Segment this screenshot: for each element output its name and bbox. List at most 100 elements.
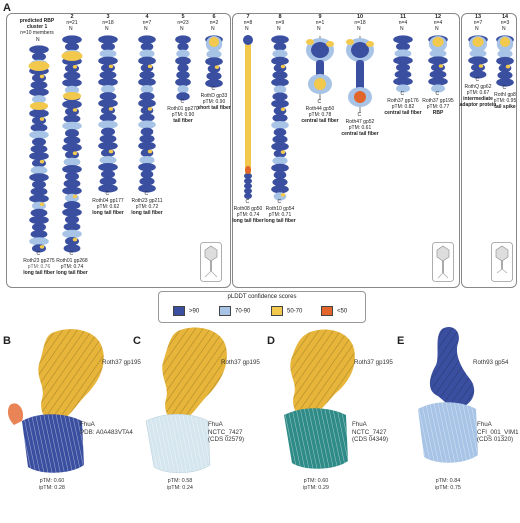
column-info-2: Roth01 gp268 pTM: 0.74 long tail fiber <box>50 258 94 276</box>
protein-name: Roth08 gp50 <box>233 206 263 212</box>
panel-b-protein: FhuA <box>80 421 95 428</box>
protein-name: Roth44 gp50 <box>305 106 335 112</box>
n-terminus-label: N <box>317 26 321 32</box>
panel-c-ptm: pTM: 0.58 <box>167 478 193 484</box>
protein-name: RothI gp8 <box>494 92 516 98</box>
column-number: 14 <box>501 14 509 20</box>
swatch-very-low <box>321 306 333 316</box>
n-terminus-label: N <box>357 26 361 32</box>
protein-description: long tail fiber <box>92 210 124 216</box>
panel-d-scores: pTM: 0.60 ipTM: 0.29 <box>286 478 346 492</box>
panel-b-bottom-label: FhuA PDB: A0A483VTA4 <box>80 421 133 436</box>
ptm-score: pTM: 0.90 <box>202 99 226 105</box>
protein-description: RBP <box>432 110 444 116</box>
protein-description: central tail fiber <box>384 110 422 116</box>
column-member-count: n=4 <box>398 20 408 26</box>
protein-name: Roth04 gp177 <box>92 198 124 204</box>
protein-name: Roth23 gp211 <box>131 198 163 204</box>
structure-8 <box>271 35 289 201</box>
column-header-10: 10 n=18 <box>340 14 380 26</box>
protein-name: Roth10 gp54 <box>265 206 295 212</box>
protein-name: Roth01 gp268 <box>56 258 88 264</box>
panel-a-group-2-box <box>232 13 460 288</box>
column-header-7: 7 n=8 <box>228 14 268 26</box>
panel-d-bottom-label: FhuA NCTC_7427 (CDS 04349) <box>352 421 388 444</box>
column-info-3: Roth04 gp177 pTM: 0.62 long tail fiber <box>86 198 130 216</box>
phage-icon-2 <box>432 242 454 282</box>
column-info-10: Roth47 gp52 pTM: 0.61 central tail fiber <box>338 119 382 137</box>
panel-e-ptm: pTM: 0.84 <box>435 478 461 484</box>
c-terminus-label: C <box>277 199 282 205</box>
legend-title: pLDDT confidence scores <box>227 294 297 300</box>
swatch-confident <box>219 306 231 316</box>
protein-description: central tail fiber <box>301 118 339 124</box>
n-terminus-label: N <box>245 26 249 32</box>
column-header-9: 9 n=1 <box>300 14 340 26</box>
panel-c-bottom-label: FhuA NCTC_7427 (CDS 02579) <box>208 421 244 444</box>
column-info-6: RothD gp33 pTM: 0.90 short tail fiber <box>192 93 236 111</box>
column-member-count: n=8 <box>243 20 253 26</box>
protein-name: Roth37 gp176 <box>387 98 419 104</box>
panel-e-scores: pTM: 0.84 ipTM: 0.75 <box>418 478 478 492</box>
column-info-4: Roth23 gp211 pTM: 0.72 long tail fiber <box>125 198 169 216</box>
column-header-5: 5 n=23 <box>163 14 203 26</box>
c-terminus-label: C <box>475 77 480 83</box>
cluster-header: predicted RBP cluster 1 n=10 members <box>12 18 62 36</box>
panel-c-cds: (CDS 02579) <box>208 436 245 443</box>
c-terminus-label: C <box>502 85 507 91</box>
structure-9 <box>306 36 334 100</box>
protein-description: long tail fiber <box>56 270 88 276</box>
panel-b-iptm: ipTM: 0.28 <box>39 485 65 491</box>
legend-item-confident: 70-90 <box>219 306 250 316</box>
n-terminus-label: N <box>400 26 404 32</box>
n-terminus-label: N <box>475 26 479 32</box>
protein-name: RothQ gp62 <box>464 84 492 90</box>
column-info-1: Roth23 gp275 pTM: 0.76 long tail fiber <box>17 258 61 276</box>
ptm-score: pTM: 0.67 <box>466 90 490 96</box>
ptm-score: pTM: 0.62 <box>96 204 120 210</box>
legend-item-low: 50-70 <box>271 306 302 316</box>
structure-1 <box>28 45 50 253</box>
column-header-11: 11 n=4 <box>383 14 423 26</box>
panel-c-protein: FhuA <box>208 421 223 428</box>
n-terminus-label: N <box>105 26 109 32</box>
legend-label-confident: 70-90 <box>235 308 251 315</box>
column-header-6: 6 n=2 <box>194 14 234 26</box>
column-info-11: Roth37 gp176 pTM: 0.82 central tail fiber <box>381 98 425 116</box>
swatch-very-high <box>173 306 185 316</box>
protein-description: long tail fiber <box>131 210 163 216</box>
n-terminus-label: N <box>69 26 73 32</box>
complex-c <box>145 327 227 473</box>
c-terminus-label: C <box>144 191 149 197</box>
n-terminus-label: N <box>144 26 148 32</box>
n-terminus-label: N <box>435 26 439 32</box>
column-info-13: RothQ gp62 pTM: 0.67 intermediate adaptor … <box>456 84 500 108</box>
column-member-count: n=18 <box>102 20 114 26</box>
ptm-score: pTM: 0.78 <box>308 112 332 118</box>
legend-item-very-low: <50 <box>321 306 347 316</box>
panel-e-top-label: Roth93 gp54 <box>473 359 509 366</box>
ptm-score: pTM: 0.90 <box>171 112 195 118</box>
c-terminus-label: C <box>245 199 250 205</box>
column-number: 7 <box>246 14 250 20</box>
protein-name: Roth37 gp195 <box>422 98 454 104</box>
column-number: 9 <box>318 14 322 20</box>
cluster-header-line2: cluster 1 <box>26 24 48 30</box>
structure-2 <box>61 35 83 253</box>
column-number: 2 <box>70 14 74 20</box>
column-member-count: n=1 <box>315 20 325 26</box>
n-terminus-label: N <box>180 26 184 32</box>
n-terminus-label: N <box>211 26 215 32</box>
ptm-score: pTM: 0.95 <box>493 98 517 104</box>
panel-d-letter: D <box>267 335 275 347</box>
panel-c-letter: C <box>133 335 141 347</box>
panel-c-top-label: Roth37 gp195 <box>221 359 260 366</box>
panel-e-bottom-label: FhuA CFI_001_VIM1 (CDS 01320) <box>477 421 519 444</box>
structure-10 <box>346 36 374 113</box>
legend-label-very-low: <50 <box>337 308 348 315</box>
cluster-header-line1: predicted RBP <box>19 18 55 24</box>
structure-14 <box>496 35 514 87</box>
c-terminus-label: C <box>36 251 41 257</box>
structure-3 <box>98 35 118 193</box>
column-member-count: n=23 <box>177 20 189 26</box>
